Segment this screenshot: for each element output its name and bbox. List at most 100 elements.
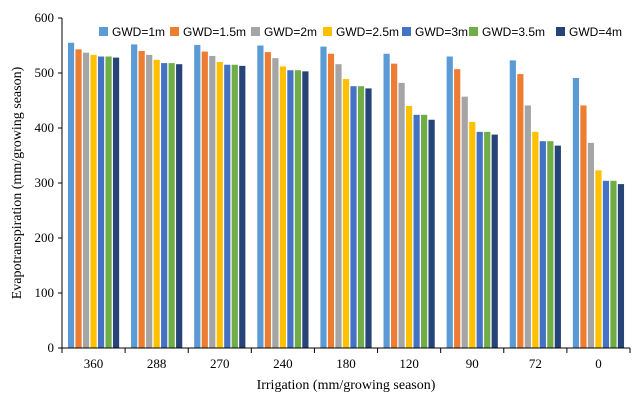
x-tick-label: 360	[84, 356, 104, 371]
x-tick-label: 72	[529, 356, 542, 371]
bar	[610, 181, 616, 348]
bar	[131, 44, 137, 348]
bar	[484, 132, 490, 348]
bar	[169, 63, 175, 348]
bar	[462, 97, 468, 348]
y-tick-label: 200	[35, 230, 55, 245]
legend-label: GWD=2.5m	[336, 25, 399, 39]
bar	[532, 132, 538, 348]
legend-swatch	[323, 27, 332, 36]
bar	[146, 55, 152, 348]
bar	[384, 54, 390, 348]
legend-label: GWD=3.5m	[482, 25, 545, 39]
bar	[287, 70, 293, 348]
bar	[525, 105, 531, 348]
legend-label: GWD=3m	[415, 25, 468, 39]
bar	[358, 86, 364, 348]
bar	[603, 181, 609, 348]
bar	[547, 141, 553, 348]
bar	[194, 45, 200, 348]
x-tick-label: 240	[273, 356, 293, 371]
y-tick-label: 300	[35, 175, 55, 190]
y-tick-label: 400	[35, 120, 55, 135]
x-tick-label: 180	[336, 356, 356, 371]
x-tick-label: 0	[595, 356, 602, 371]
bar	[335, 64, 341, 348]
bar	[477, 132, 483, 348]
legend-swatch	[170, 27, 179, 36]
bar	[209, 56, 215, 348]
bar	[328, 54, 334, 348]
x-axis-title: Irrigation (mm/growing season)	[257, 378, 436, 393]
bar	[492, 135, 498, 348]
bar	[224, 65, 230, 348]
bar	[272, 58, 278, 348]
legend-label: GWD=1.5m	[183, 25, 246, 39]
bar	[320, 47, 326, 348]
bar	[399, 83, 405, 348]
bar	[98, 57, 104, 349]
x-tick-label: 90	[466, 356, 479, 371]
bar	[265, 52, 271, 348]
legend-swatch	[469, 27, 478, 36]
bar	[105, 57, 111, 349]
bar	[202, 52, 208, 348]
bar	[90, 55, 96, 348]
y-tick-label: 600	[35, 10, 55, 25]
bar	[391, 64, 397, 348]
legend-swatch	[251, 27, 260, 36]
bar	[421, 115, 427, 348]
legend-swatch	[99, 27, 108, 36]
bar	[280, 66, 286, 348]
y-tick-label: 500	[35, 65, 55, 80]
bar	[232, 65, 238, 348]
y-axis-title: Evapotranspiration (mm/growing season)	[10, 66, 25, 299]
bar	[217, 62, 223, 348]
x-tick-label: 270	[210, 356, 230, 371]
bar	[588, 143, 594, 348]
bar	[83, 53, 89, 348]
bar	[447, 57, 453, 349]
bar	[469, 122, 475, 348]
bar	[365, 88, 371, 348]
bar	[68, 43, 74, 348]
bars-layer	[68, 43, 624, 348]
bar	[555, 146, 561, 348]
bar	[595, 170, 601, 348]
bar	[257, 46, 263, 349]
bar	[406, 106, 412, 348]
bar	[510, 60, 516, 348]
y-tick-label: 0	[48, 340, 55, 355]
legend-swatch	[556, 27, 565, 36]
bar	[517, 74, 523, 348]
bar	[618, 184, 624, 348]
legend-label: GWD=4m	[569, 25, 622, 39]
bar	[414, 115, 420, 348]
bar	[540, 141, 546, 348]
x-tick-label: 288	[147, 356, 167, 371]
bar	[154, 60, 160, 348]
bar	[573, 78, 579, 348]
x-tick-label: 120	[399, 356, 419, 371]
bar	[295, 70, 301, 348]
y-tick-labels: 0 100 200 300 400 500 600	[35, 10, 63, 355]
legend-label: GWD=2m	[264, 25, 317, 39]
legend: GWD=1m GWD=1.5m GWD=2m GWD=2.5m GWD=3m GWD=3.…	[99, 25, 622, 39]
legend-swatch	[402, 27, 411, 36]
bar	[454, 69, 460, 348]
x-tick-labels: 360 288 270 240 180 120 90 72 0	[62, 348, 630, 371]
bar	[161, 63, 167, 348]
bar	[302, 71, 308, 348]
bar	[580, 105, 586, 348]
bar	[75, 49, 81, 348]
bar	[343, 79, 349, 348]
bar	[139, 51, 145, 348]
bar	[239, 66, 245, 348]
bar	[350, 86, 356, 348]
y-tick-label: 100	[35, 285, 55, 300]
bar	[113, 58, 119, 348]
bar	[429, 120, 435, 348]
legend-label: GWD=1m	[112, 25, 165, 39]
